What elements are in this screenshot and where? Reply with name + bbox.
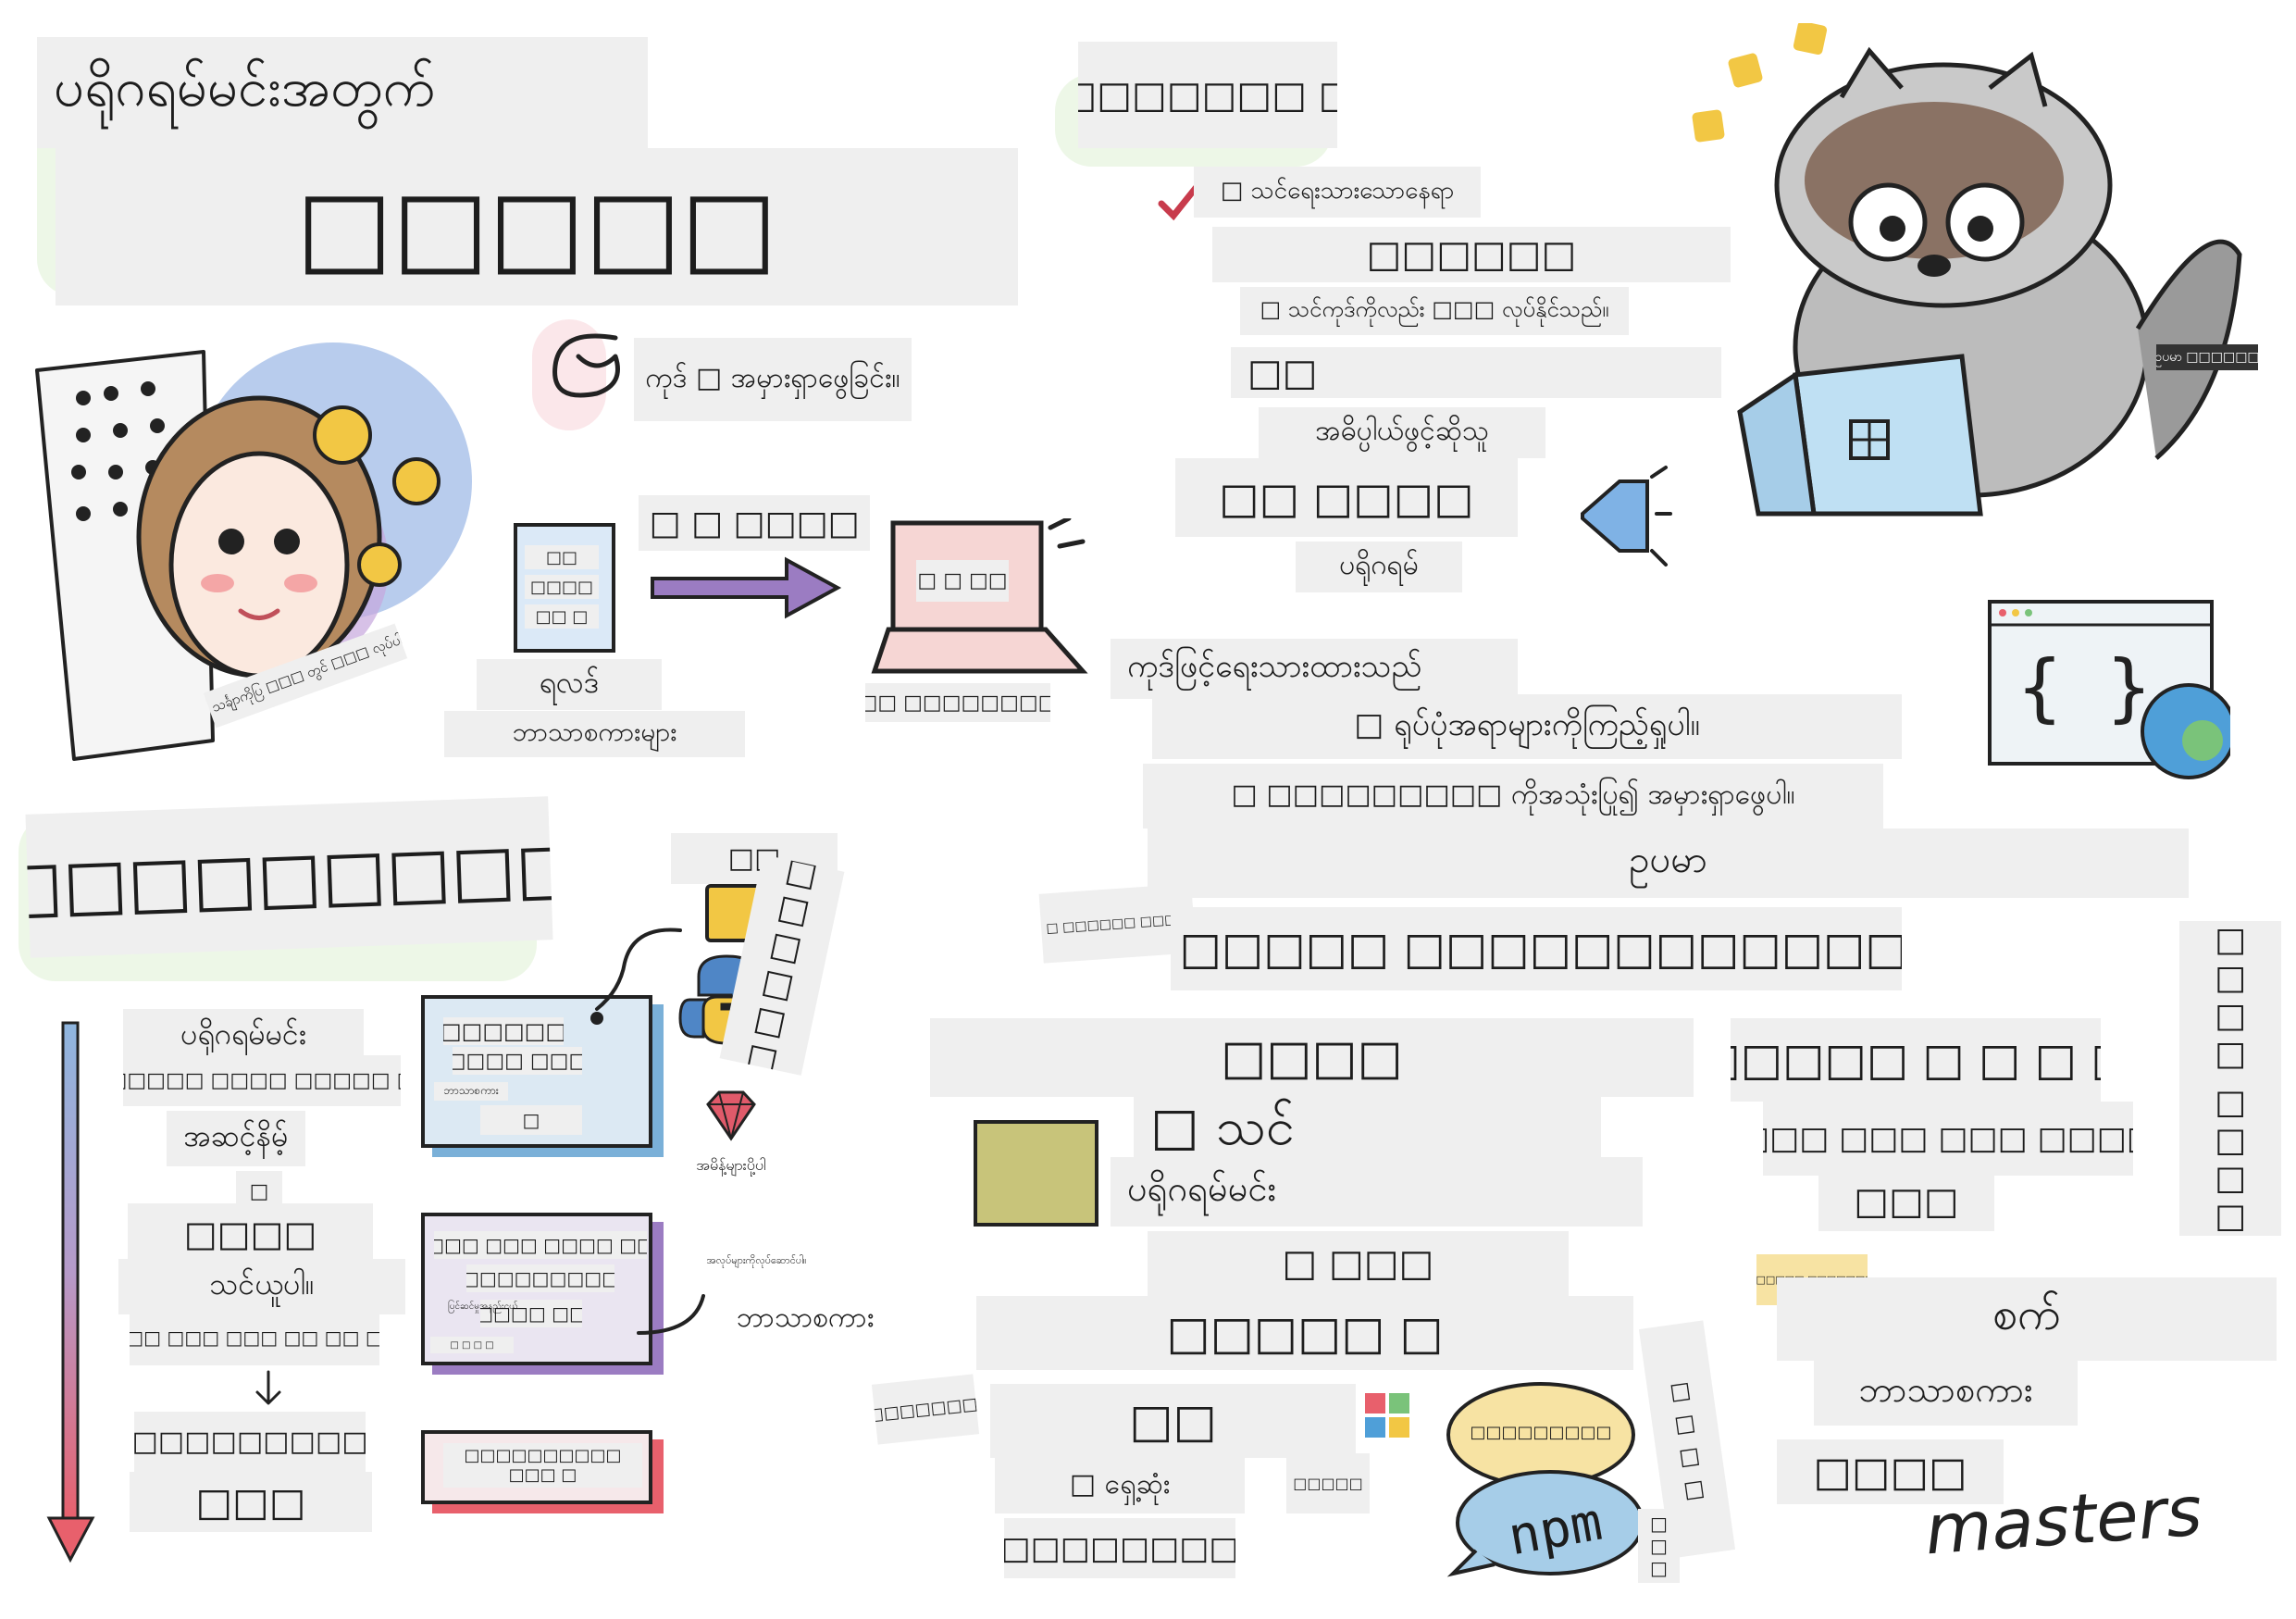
col-a-line3: □ □□□ [1148,1231,1569,1296]
editor-label: □□□□□□ [1212,227,1731,282]
step-high-level: □□□□□□□□□□□ [134,1412,366,1472]
col-b-line5: □□□□ [1777,1439,2004,1504]
card2-small-note: ပြင်ဆင်မှုအနည်းငယ် [448,1301,518,1312]
vscode-logo-icon [1581,466,1672,567]
col-a-line4: □□□□□ □ [976,1296,1633,1370]
down-arrow-icon [255,1370,281,1405]
use-debugger: □ □□□□□□□□□ ကိုအသုံးပြု၍ အမှားရှာဖွေပါ။ [1143,764,1883,828]
vertical-tiny: □□□ [1638,1509,1680,1583]
col-b-line4: ဘာသာစကား [1814,1361,2078,1426]
col-a-line7: □□□□□□□□ [1004,1518,1235,1578]
see-errors: □ ရုပ်ပုံအရာများကိုကြည့်ရှုပါ။ [1152,694,1902,759]
ruby-label: အမိန့်များပို့ပါ [696,1156,766,1174]
left-note: □□□□□□□, [871,1374,980,1445]
machine-card: □□□□□□□□□□ □□□ □ [421,1430,652,1504]
editor-sub: □ သင်ကုဒ်ကိုလည်း □□□ လုပ်နိုင်သည်။ [1240,287,1629,335]
col-b-line3: စက် [1777,1277,2277,1361]
raccoon-illustration [1692,23,2242,517]
where-you-write: □ သင်ရေးသားသောနေရာ [1194,167,1481,218]
ruby-logo-icon [706,1090,756,1141]
connector-line-2 [637,1294,705,1335]
step-low-level: အဆင့်နိမ့် [167,1111,305,1166]
source-file-icon: □□ □□□□ □□ □ [514,523,615,653]
title-line2: □□□□□ [56,148,1018,305]
col-a-line2: ပရိုဂရမ်မင်း [1111,1157,1643,1227]
screen-output: □ □ □□ [916,560,1009,602]
language-label: ဘာသာစကား [736,1301,875,1334]
col-a-small: □□□□□ [1286,1453,1370,1513]
ada-lovelace-illustration [35,342,472,761]
compile-arrow [651,556,842,619]
tools-title: □□□□□□□□ □□ [1078,42,1337,148]
interpreter-label: အဓိပ္ပါယ်ဖွင့်ဆိုသူ [1259,407,1545,458]
arrow-label: □ □ □□□□ [639,495,870,551]
title-line1: ပရိုဂရမ်မင်းအတွက် [37,37,648,148]
computer-label: □□□ □□□□□□□□□ [865,683,1050,722]
step-detail: □□□□ □□□ □□□ □□ □□ □□□ [130,1310,379,1365]
terminal-icon [974,1120,1098,1227]
big-line: □ □□□□□ □□□□□□□□□□□□□ [1171,907,1902,990]
bug-icon [552,333,620,398]
timeline-arrow [46,1021,95,1563]
connector-line [590,928,682,1025]
vertical-right: □□□□□□ □□□□□□ [2179,921,2281,1236]
col-b-line2: □□□ [1818,1171,1994,1231]
step-learn: သင်ယူပါ။ [118,1259,405,1314]
windows-logo-icon [1365,1393,1409,1438]
col-a-line5: □□ [990,1384,1356,1458]
assembly-card: □□□□□□ □□□□ □□□ ဘာသာစကား □ [421,995,652,1148]
example-label: ဥပမာ [1148,828,2189,898]
browser-devtools-icon: { } [1988,600,2230,779]
step-note: □□□□□□ □□□□ □□□□□ □□ [123,1055,401,1106]
svg-text:{ }: { } [2017,644,2152,730]
written-code: ကုဒ်ဖြင့်ရေးသားထားသည် [1111,639,1518,699]
section-heading: □□□□□□□□□□□ [25,796,553,958]
col-a-line1: □ သင် [1134,1097,1601,1166]
bubble-label: □□□□□□□□□ [1471,1412,1610,1453]
low-level-card: □□□ □□□ □□□□ □□ □□□□□□□□□ □□□□ □ □ □ □ □ □ … [421,1213,652,1365]
program-head: □□ □□□□ [1175,458,1518,537]
step-learn-head: □□□□ [128,1203,373,1264]
col-a-line6: □ ရှေ့ဆုံး [995,1458,1245,1513]
languages-label: ဘာသာစကားများ [444,711,745,757]
code-bug-label: ကုဒ် □ အမှားရှာဖွေခြင်း။ [634,338,912,421]
step-end: □□□ [130,1472,372,1532]
card2-note: အလုပ်များကိုလုပ်ဆောင်ပါ။ [706,1253,807,1266]
program-label: ပရိုဂရမ် [1296,542,1462,592]
raccoon-tag: ဥပမာ □□□□□□ [2156,344,2258,370]
checkmark-icon [1158,184,1199,221]
interpreter-head: □□ [1231,347,1721,398]
col-b-line1: □□□ □□□ □□□ □□□□ [1763,1102,2133,1176]
col-a-head: □□□□ [930,1018,1694,1097]
col-b-head: □□□□□ □ □ □ □ [1731,1018,2101,1102]
source-label: ရလဒ် [477,659,662,710]
